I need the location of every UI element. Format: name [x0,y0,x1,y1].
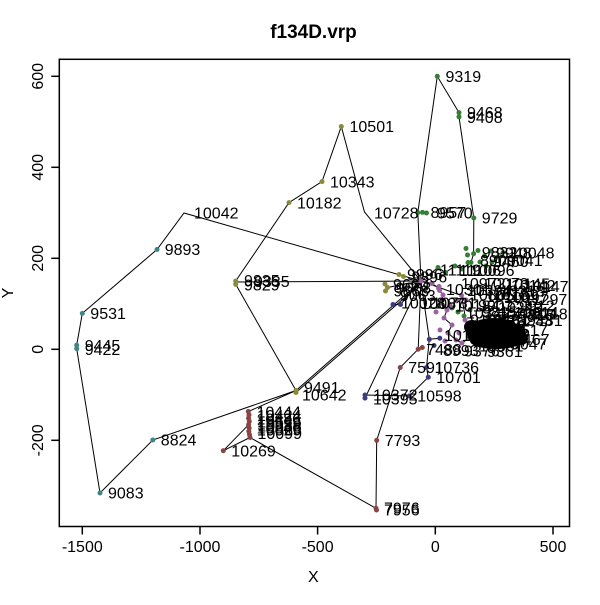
svg-text:10243: 10243 [498,300,543,317]
svg-text:9829: 9829 [244,278,280,295]
svg-text:10029: 10029 [257,423,302,440]
svg-text:10501: 10501 [350,119,395,136]
svg-text:10028: 10028 [401,296,446,313]
svg-text:9319: 9319 [446,69,482,86]
svg-text:10343: 10343 [330,174,375,191]
svg-text:9893: 9893 [165,242,201,259]
svg-text:9912: 9912 [519,299,555,316]
svg-text:9668: 9668 [396,280,432,297]
svg-text:9915: 9915 [519,307,555,324]
svg-text:9408: 9408 [467,110,503,127]
svg-text:f134D.vrp: f134D.vrp [270,22,357,43]
svg-text:8900: 8900 [480,253,516,270]
svg-text:X: X [308,569,319,586]
svg-text:9481: 9481 [527,313,563,330]
svg-text:500: 500 [540,539,567,556]
svg-text:10546: 10546 [257,421,302,438]
svg-text:9570: 9570 [437,206,473,223]
svg-text:7591: 7591 [408,360,444,377]
svg-text:11119: 11119 [440,263,481,280]
svg-text:9422: 9422 [85,342,121,359]
svg-text:600: 600 [30,63,47,90]
svg-text:9832: 9832 [482,245,518,262]
svg-text:9996: 9996 [407,267,443,284]
svg-text:-1500: -1500 [62,539,103,556]
svg-text:9063: 9063 [400,288,436,305]
svg-text:10342: 10342 [466,306,511,323]
svg-text:10486: 10486 [257,412,302,429]
svg-text:7956: 7956 [384,503,420,520]
svg-text:10614: 10614 [514,305,559,322]
svg-text:10865: 10865 [470,287,515,304]
svg-text:10096: 10096 [470,263,515,280]
svg-text:10142: 10142 [511,278,556,295]
svg-text:11106: 11106 [459,263,501,280]
svg-text:10395: 10395 [373,391,418,408]
svg-text:10765: 10765 [498,306,543,323]
svg-text:7976: 7976 [384,501,420,518]
svg-text:9218: 9218 [532,307,568,324]
svg-text:200: 200 [30,245,47,272]
svg-text:9491: 9491 [304,380,340,397]
svg-text:10598: 10598 [417,388,462,405]
svg-text:Y: Y [0,287,17,298]
svg-text:9083: 9083 [108,486,144,503]
svg-text:7488: 7488 [426,342,462,359]
svg-text:10218: 10218 [500,284,545,301]
svg-text:10042: 10042 [194,206,239,223]
svg-text:10147: 10147 [524,279,569,296]
svg-text:10181: 10181 [493,287,538,304]
svg-text:10526: 10526 [257,415,302,432]
svg-text:9663: 9663 [394,284,430,301]
svg-text:9729: 9729 [482,211,518,228]
svg-text:10087: 10087 [421,296,466,313]
svg-text:10701: 10701 [436,370,481,387]
svg-text:9335: 9335 [254,274,290,291]
svg-text:10538: 10538 [257,419,302,436]
svg-text:10184: 10184 [455,299,500,316]
svg-text:9445: 9445 [85,338,121,355]
svg-text:-200: -200 [30,424,47,456]
svg-text:10424: 10424 [257,408,302,425]
svg-text:-1000: -1000 [180,539,221,556]
svg-text:10642: 10642 [302,388,347,405]
svg-text:11297: 11297 [524,292,567,309]
svg-text:10301: 10301 [446,282,491,299]
svg-text:10728: 10728 [374,205,419,222]
svg-text:9815: 9815 [482,305,518,322]
svg-text:10394: 10394 [467,283,512,300]
svg-text:10145: 10145 [506,277,551,294]
svg-text:10736: 10736 [435,360,480,377]
svg-text:9041: 9041 [507,253,543,270]
svg-text:10731: 10731 [432,296,477,313]
svg-text:0: 0 [30,345,47,354]
svg-text:400: 400 [30,154,47,181]
svg-text:9902: 9902 [478,298,514,315]
svg-text:7793: 7793 [385,433,421,450]
svg-text:9460: 9460 [493,254,529,271]
svg-text:8824: 8824 [161,433,197,450]
svg-text:10372: 10372 [373,388,418,405]
svg-text:10073: 10073 [484,276,529,293]
svg-text:9468: 9468 [467,105,503,122]
svg-text:10555: 10555 [257,417,302,434]
svg-text:0: 0 [431,539,440,556]
svg-text:10444: 10444 [257,405,302,422]
svg-text:9948: 9948 [496,246,532,263]
svg-text:10182: 10182 [297,195,342,212]
svg-text:8957: 8957 [431,205,467,222]
svg-text:10118: 10118 [486,289,529,306]
svg-text:10048: 10048 [510,246,555,263]
svg-text:9531: 9531 [90,306,126,323]
svg-text:10097: 10097 [504,290,549,307]
svg-text:-500: -500 [302,539,334,556]
svg-text:8993: 8993 [443,343,479,360]
svg-text:10972: 10972 [461,276,506,293]
svg-text:10099: 10099 [258,426,303,443]
svg-text:9835: 9835 [244,273,280,290]
svg-text:10269: 10269 [231,443,276,460]
